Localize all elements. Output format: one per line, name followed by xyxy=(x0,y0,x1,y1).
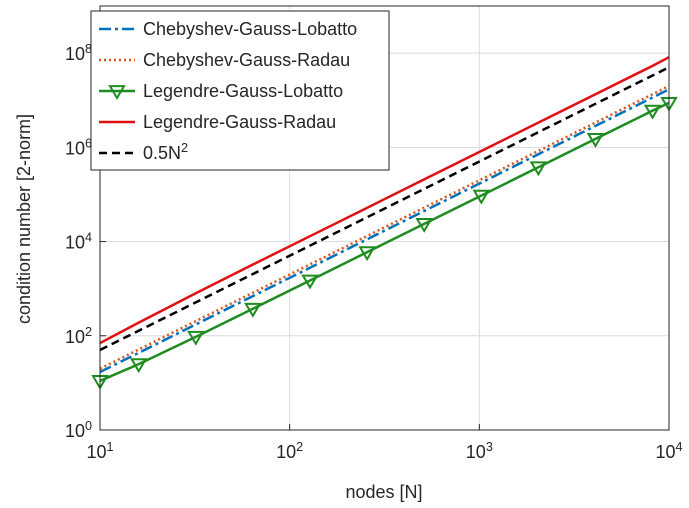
marker xyxy=(415,218,433,233)
series-line xyxy=(99,84,670,370)
marker xyxy=(358,246,376,262)
marker xyxy=(187,330,205,346)
legend-label: 0.5N2 xyxy=(143,141,188,163)
series-line xyxy=(99,56,670,345)
legend-label: Chebyshev-Gauss-Radau xyxy=(143,50,350,70)
legend-label: Chebyshev-Gauss-Lobatto xyxy=(143,19,357,39)
marker xyxy=(529,161,548,177)
marker xyxy=(244,302,262,318)
marker xyxy=(129,358,148,374)
y-axis-label: condition number [2-norm] xyxy=(14,114,34,324)
marker xyxy=(301,274,319,290)
marker xyxy=(472,189,491,205)
legend-label: Legendre-Gauss-Radau xyxy=(143,112,336,132)
marker xyxy=(586,133,605,148)
legend-box xyxy=(90,10,390,171)
legend-label: Legendre-Gauss-Lobatto xyxy=(143,81,343,101)
legend-marker xyxy=(108,85,126,100)
series-line xyxy=(99,66,670,352)
marker xyxy=(643,104,662,120)
axes-box xyxy=(99,5,670,431)
x-axis-label: nodes [N] xyxy=(345,482,422,502)
series-line xyxy=(99,101,670,383)
series-line xyxy=(99,88,670,374)
